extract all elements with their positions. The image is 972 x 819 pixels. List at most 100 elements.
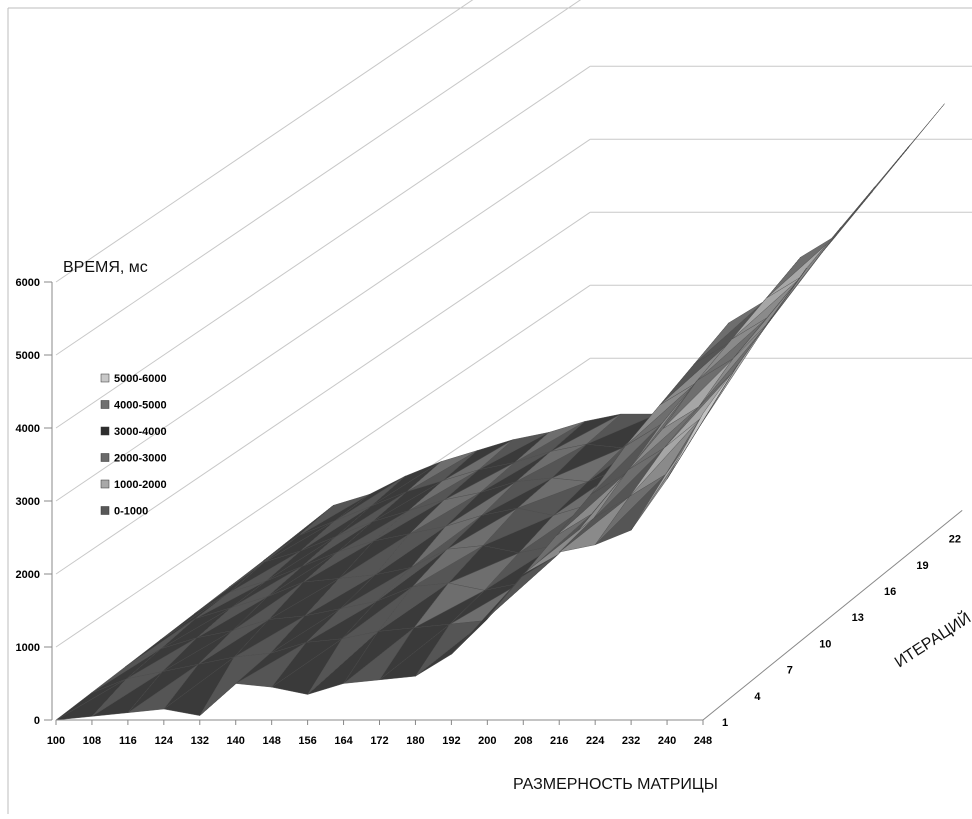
x-tick-label: 180 bbox=[406, 735, 424, 747]
legend-swatch bbox=[100, 453, 110, 462]
surface-facet bbox=[196, 596, 268, 638]
surface-facet bbox=[126, 637, 197, 680]
surface-facet bbox=[270, 608, 341, 654]
legend-swatch bbox=[100, 479, 110, 489]
z-tick-label: 4000 bbox=[16, 423, 40, 435]
surface-facet bbox=[336, 491, 407, 537]
surface-facet bbox=[228, 535, 300, 588]
surface-facet bbox=[590, 424, 662, 495]
legend-swatch bbox=[100, 373, 110, 383]
surface-facet bbox=[267, 551, 338, 597]
surface-facet bbox=[770, 226, 842, 320]
y-tick-label: 22 bbox=[949, 534, 961, 546]
surface-facet bbox=[410, 515, 482, 568]
side-gridline bbox=[55, 138, 591, 502]
surface-facet bbox=[409, 492, 481, 534]
legend-label: 2000-3000 bbox=[114, 453, 167, 465]
legend-label: 0-1000 bbox=[114, 506, 148, 518]
surface-facet bbox=[162, 630, 233, 672]
surface-facet bbox=[487, 554, 558, 618]
surface-facet bbox=[518, 504, 590, 554]
x-tick-label: 148 bbox=[262, 735, 280, 747]
surface-facet bbox=[343, 627, 415, 684]
surface-facet bbox=[90, 648, 162, 694]
surface-facet bbox=[304, 574, 376, 617]
z-tick-label: 0 bbox=[34, 715, 40, 727]
surface-facet bbox=[517, 477, 589, 509]
surface-facet bbox=[231, 566, 302, 608]
surface-facet bbox=[629, 418, 701, 497]
x-tick-label: 200 bbox=[478, 735, 496, 747]
y-tick-label: 13 bbox=[852, 612, 864, 624]
surface-facet bbox=[445, 481, 517, 527]
surface-facet bbox=[408, 469, 479, 512]
surface-facet bbox=[340, 567, 412, 609]
surface-facet bbox=[479, 451, 551, 493]
surface-facet bbox=[448, 545, 520, 584]
surface-facet bbox=[339, 533, 410, 579]
surface-facet bbox=[262, 505, 334, 562]
surface-facet bbox=[406, 450, 478, 492]
surface-facet bbox=[697, 317, 768, 381]
surface-facet bbox=[264, 520, 335, 563]
x-tick-label: 116 bbox=[119, 735, 137, 747]
surface-facet bbox=[337, 510, 409, 553]
surface-facet bbox=[664, 370, 735, 449]
x-tick-label: 224 bbox=[586, 735, 605, 747]
x-tick-label: 240 bbox=[658, 735, 676, 747]
surface-facet bbox=[666, 364, 738, 480]
x-tick-label: 216 bbox=[550, 735, 568, 747]
z-tick-label: 5000 bbox=[16, 350, 40, 362]
surface-facet bbox=[625, 382, 696, 447]
x-tick-label: 108 bbox=[83, 735, 101, 747]
surface-facet bbox=[265, 536, 337, 582]
surface-facet bbox=[55, 678, 127, 721]
surface-facet bbox=[301, 521, 373, 567]
surface-facet bbox=[442, 439, 514, 481]
surface-facet bbox=[234, 615, 305, 658]
surface-facet bbox=[300, 506, 371, 552]
surface-facet bbox=[593, 447, 665, 519]
surface-facet bbox=[415, 620, 487, 677]
surface-facet bbox=[556, 472, 627, 536]
surface-facet bbox=[550, 413, 622, 452]
surface-facet bbox=[766, 235, 837, 299]
side-gridline bbox=[55, 0, 474, 283]
surface-facet bbox=[515, 444, 587, 482]
x-axis-title: РАЗМЕРНОСТЬ МАТРИЦЫ bbox=[513, 776, 718, 793]
surface-facet bbox=[163, 656, 235, 710]
z-tick-label: 2000 bbox=[16, 569, 40, 581]
legend-swatch bbox=[100, 506, 110, 515]
surface-facet bbox=[373, 499, 445, 542]
surface-facet bbox=[484, 545, 555, 591]
surface-facet bbox=[193, 561, 265, 615]
legend-label: 3000-4000 bbox=[114, 426, 167, 438]
surface-facet bbox=[482, 507, 555, 546]
surface-facet bbox=[232, 581, 304, 631]
surface-facet bbox=[731, 276, 803, 340]
x-tick-label: 172 bbox=[370, 735, 388, 747]
x-tick-label: 132 bbox=[191, 735, 209, 747]
surface-facet bbox=[235, 642, 307, 684]
surface-facet bbox=[375, 526, 446, 575]
y-axis-title: ИТЕРАЦИЙ bbox=[891, 608, 972, 671]
surface-facet bbox=[586, 413, 658, 445]
surface-facet bbox=[298, 494, 370, 536]
surface-facet bbox=[306, 601, 377, 643]
x-tick-label: 232 bbox=[622, 735, 640, 747]
x-tick-label: 164 bbox=[334, 735, 353, 747]
surface-facet bbox=[198, 619, 269, 665]
surface-facet bbox=[377, 582, 449, 632]
z-tick-label: 3000 bbox=[16, 496, 40, 508]
legend-label: 1000-2000 bbox=[114, 479, 167, 491]
side-gridline bbox=[55, 211, 591, 575]
surface-facet bbox=[341, 586, 413, 639]
y-tick-label: 16 bbox=[884, 586, 896, 598]
surface-facet bbox=[444, 462, 515, 501]
y-tick-label: 1 bbox=[722, 717, 728, 729]
surface-facet bbox=[768, 229, 840, 323]
x-tick-label: 100 bbox=[47, 735, 65, 747]
surface-facet bbox=[307, 631, 379, 695]
surface-facet bbox=[628, 406, 699, 471]
